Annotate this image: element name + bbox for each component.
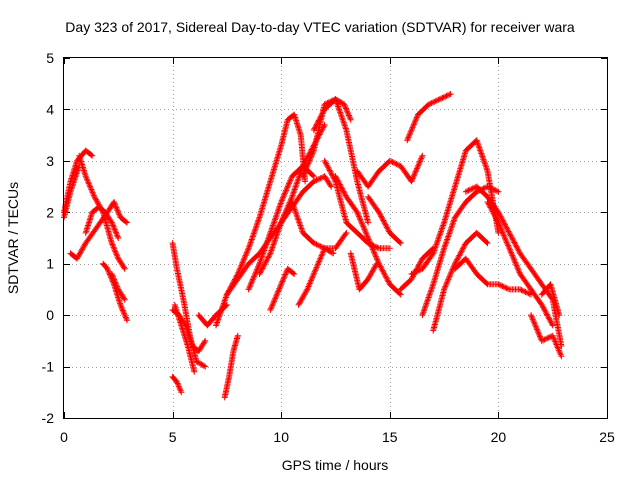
data-point-markers	[538, 281, 563, 319]
y-axis-label: SDTVAR / TECUs	[5, 182, 21, 294]
series-arc10	[169, 307, 209, 355]
data-point-markers	[528, 312, 565, 360]
data-point-markers	[82, 204, 122, 241]
series-arc5	[82, 204, 122, 241]
x-tick-label: 5	[169, 429, 177, 445]
data-point-markers	[354, 152, 426, 190]
series-arc23	[321, 157, 393, 252]
series-arc33	[452, 255, 534, 298]
data-point-markers	[299, 96, 372, 226]
data-point-markers	[452, 255, 534, 298]
series-arc37	[538, 281, 563, 319]
data-point-markers	[169, 373, 185, 396]
series-arc32	[430, 229, 491, 334]
series-arc31	[419, 183, 502, 319]
series-arc13	[221, 332, 241, 401]
data-point-markers	[295, 245, 337, 308]
series-arc19	[278, 199, 350, 252]
data-point-markers	[278, 199, 350, 252]
series-arc34	[462, 183, 565, 349]
data-point-markers	[347, 250, 380, 293]
data-point-markers	[430, 229, 491, 334]
x-tick-label: 25	[599, 429, 615, 445]
data-point-markers	[404, 91, 454, 144]
series-arc18	[267, 265, 298, 313]
series-arc24	[332, 173, 404, 298]
data-point-markers	[321, 157, 393, 252]
data-point-markers	[332, 173, 404, 298]
series-arc25	[347, 250, 380, 293]
data-point-markers	[484, 199, 556, 329]
data-point-markers	[61, 163, 83, 221]
series-arc6	[100, 260, 130, 324]
y-tick-label: 1	[46, 256, 54, 272]
series-arc20	[295, 245, 337, 308]
y-tick-label: 2	[46, 204, 54, 220]
series-arc22	[310, 96, 354, 133]
y-tick-label: -1	[42, 359, 55, 375]
data-point-markers	[221, 332, 241, 401]
series-arc21	[299, 96, 372, 226]
chart-title: Day 323 of 2017, Sidereal Day-to-day VTE…	[65, 19, 575, 35]
y-tick-label: 5	[46, 50, 54, 66]
data-point-markers	[267, 265, 298, 313]
data-point-markers	[310, 96, 354, 133]
data-point-markers	[419, 183, 502, 319]
series-arc28	[404, 91, 454, 144]
x-tick-label: 0	[60, 429, 68, 445]
series-arc7	[108, 271, 128, 303]
plot-frame	[63, 57, 608, 419]
series-arc35	[484, 199, 556, 329]
y-tick-label: -2	[42, 410, 55, 426]
data-point-markers	[462, 183, 565, 349]
series-arc36	[528, 312, 565, 360]
series-arc26	[354, 152, 426, 190]
x-tick-label: 15	[382, 429, 398, 445]
data-point-markers	[365, 193, 404, 247]
x-tick-label: 20	[491, 429, 507, 445]
y-tick-label: 0	[46, 307, 54, 323]
series-arc11	[169, 373, 185, 396]
grid	[64, 58, 607, 418]
x-axis-label: GPS time / hours	[282, 457, 389, 473]
data-point-markers	[169, 307, 209, 355]
series-arc2	[61, 163, 83, 221]
data-point-markers	[108, 271, 128, 303]
data-point-markers	[100, 260, 130, 324]
y-tick-label: 3	[46, 153, 54, 169]
y-tick-label: 4	[46, 101, 54, 117]
data-marks	[61, 91, 565, 401]
series-arc27	[365, 193, 404, 247]
x-tick-label: 10	[273, 429, 289, 445]
